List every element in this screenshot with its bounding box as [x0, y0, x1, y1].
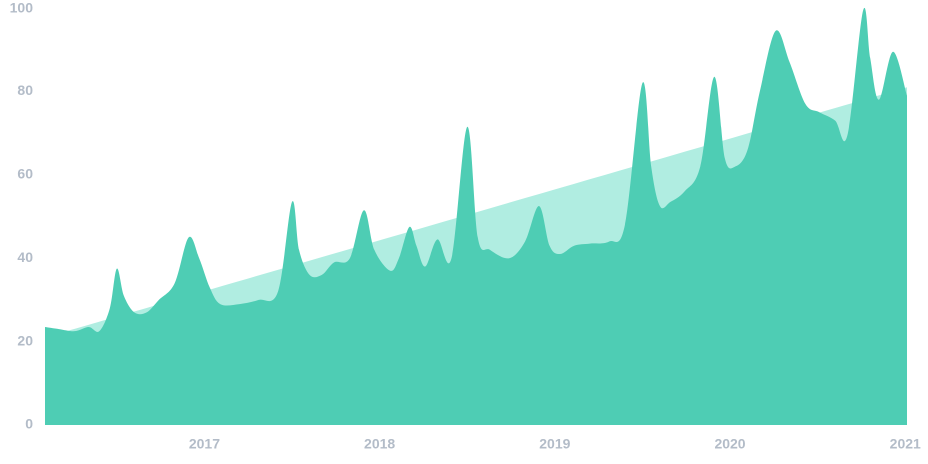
y-tick-label: 100 — [10, 0, 34, 16]
x-tick-label: 2017 — [189, 436, 220, 452]
y-tick-label: 60 — [17, 166, 33, 182]
area — [45, 7, 907, 426]
x-tick-label: 2018 — [364, 436, 395, 452]
x-tick-label: 2021 — [890, 436, 921, 452]
x-tick-label: 2020 — [714, 436, 745, 452]
y-tick-label: 80 — [17, 82, 33, 98]
y-tick-label: 0 — [25, 416, 33, 432]
y-tick-label: 40 — [17, 249, 33, 265]
y-tick-label: 20 — [17, 332, 33, 348]
x-tick-label: 2019 — [539, 436, 570, 452]
